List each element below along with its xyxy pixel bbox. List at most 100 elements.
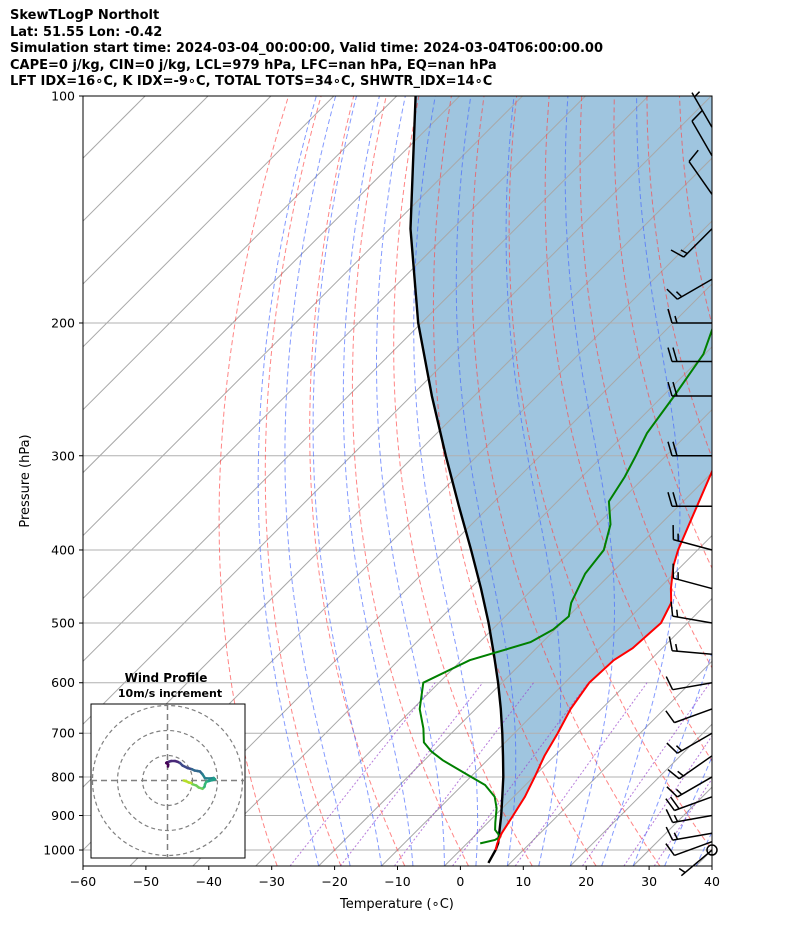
dry-adiabats [218,96,794,866]
isotherm-line [569,723,712,866]
cape-cin-area [410,96,712,863]
y-tick-label: 300 [51,448,75,463]
hodograph-subtitle: 10m/s increment [118,687,222,700]
mixing-ratio-line [653,778,712,866]
isotherm-line [83,96,712,725]
wind-barb-staff [691,120,713,157]
moist-adiabat-line [257,96,320,866]
isotherm-line [83,96,649,663]
wind-barbs [665,91,718,877]
mixing-ratio-line [289,682,436,866]
dry-adiabat-line [393,96,533,866]
wind-barb [670,601,713,624]
x-tick-label: 40 [704,874,720,889]
wind-barb-half-flag [680,249,688,255]
isotherm-line [83,96,586,600]
wind-barb-half-flag [677,770,684,777]
wind-barb-staff [683,228,713,258]
wind-barb [665,809,713,824]
wind-barb [672,563,713,590]
isotherm-line [318,471,712,866]
isotherm-line [192,346,712,866]
wind-barb-staff [674,796,713,812]
chart-header: SkewTLogP Northolt Lat: 51.55 Lon: -0.42… [10,8,603,91]
wind-barb-staff [672,814,713,824]
isotherm-line [255,409,712,866]
wind-barb [667,308,712,324]
wind-barb-half-flag [673,814,679,822]
wind-barb [667,755,713,780]
wind-barb-staff [680,849,713,877]
parcel-profile-line [409,96,505,864]
dry-adiabat-line [471,96,661,866]
isotherm-line [444,597,712,866]
isotherm-line [0,96,19,866]
y-tick-label: 900 [51,808,75,823]
wind-barb-flag [672,347,678,362]
wind-barb-staff [676,776,713,798]
wind-barb [665,796,713,812]
wind-barb-flag [666,742,678,754]
wind-barb-staff [674,708,713,724]
dry-adiabat-line [777,96,794,866]
station-location: Lat: 51.55 Lon: -0.42 [10,24,163,40]
isotherm-line [129,283,712,866]
wind-barb-flag [666,786,678,798]
wind-barb [667,441,712,457]
wind-barb-half-flag [678,867,686,874]
wind-barb [668,636,713,655]
wind-barb-staff [676,278,713,300]
dry-adiabat-line [544,96,712,762]
wind-barb-half-flag [675,745,683,752]
wind-barb-staff [672,650,713,655]
mixing-ratio-lines [289,682,712,866]
hodograph-segment [182,779,188,783]
stability-indices: LFT IDX=16∘C, K IDX=-9∘C, TOTAL TOTS=34∘… [10,74,493,89]
wind-barb-flag [672,381,678,397]
wind-barb [678,849,713,877]
wind-barb-flag [667,308,673,324]
moist-adiabat-line [564,96,615,866]
moist-adiabat-line [601,96,681,866]
x-tick-label: −20 [321,874,347,889]
isotherm-line [83,96,523,537]
y-tick-label: 500 [51,616,75,631]
wind-barb [672,525,713,551]
cape-cin-shading [410,96,712,863]
wind-barb-staff [672,615,713,624]
wind-barb [665,841,713,857]
wind-barb-flag [669,796,680,810]
wind-barb-staff [673,538,713,551]
wind-barb-flag [667,769,680,780]
wind-barb-flag [667,441,673,456]
y-tick-label: 1000 [43,843,75,858]
dry-adiabat-line [432,96,597,866]
wind-barb [665,676,713,691]
x-tick-label: 20 [578,874,594,889]
y-tick-label: 200 [51,315,75,330]
wind-barb [665,708,713,724]
moist-adiabat-line [342,96,414,866]
wind-barb-half-flag [675,643,678,652]
wind-barb-staff [673,577,713,590]
wind-barb-staff [676,732,713,754]
dry-adiabat-line [309,96,406,866]
isotherm-line [83,96,335,348]
wind-barb-flag [665,843,676,856]
isotherm-line [83,96,460,474]
wind-barb-flag [672,441,678,456]
dry-adiabat-line [711,96,712,103]
y-tick-label: 700 [51,726,75,741]
plot-content [0,96,794,866]
wind-barb-flag [667,381,673,397]
y-axis-ticks: 100 200 300 400 500 600 700 800 900 1000 [43,89,83,858]
x-tick-label: −30 [259,874,285,889]
wind-barb-flag [688,149,699,162]
x-axis-ticks: −60 −50 −40 −30 −20 −10 0 10 20 30 40 [70,866,720,889]
wind-barb [667,492,712,507]
x-tick-label: −10 [384,874,410,889]
mixing-ratio-line [514,682,648,866]
x-tick-label: −50 [133,874,159,889]
wind-barb-staff [678,755,713,780]
